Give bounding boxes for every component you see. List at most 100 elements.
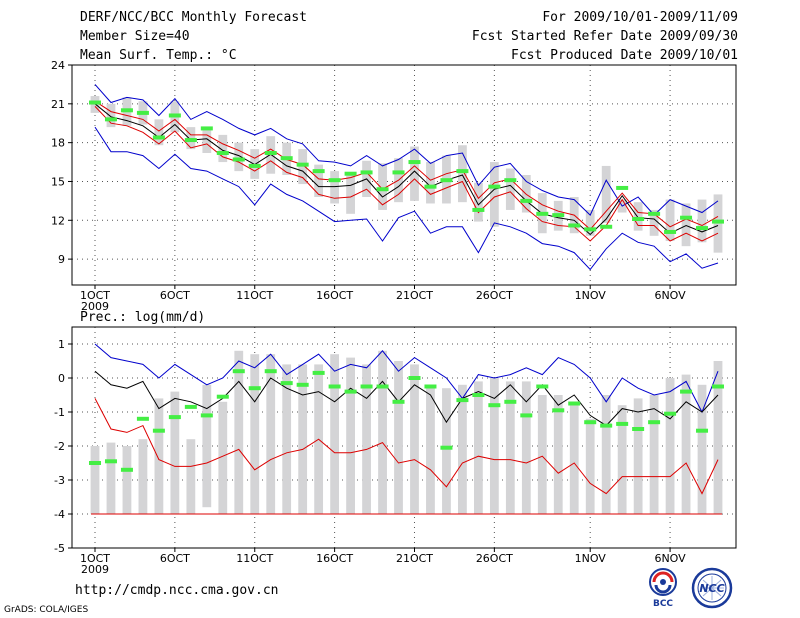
temperature-mean-line — [94, 106, 719, 242]
temperature-mean-line — [94, 103, 719, 236]
temperature-ytick-label: 9 — [58, 253, 65, 266]
temperature-spread-box — [426, 162, 435, 204]
temperature-median-marker — [312, 169, 325, 174]
precipitation-spread-box — [106, 442, 116, 514]
footer-url[interactable]: http://cmdp.ncc.cma.gov.cn — [75, 583, 279, 598]
temperature-median-marker — [456, 169, 469, 174]
temperature-median-marker — [440, 178, 453, 183]
bcc-logo-text: BCC — [653, 599, 673, 608]
temperature-median-marker — [360, 170, 373, 175]
precipitation-xtick-label: 1NOV — [575, 552, 607, 565]
precipitation-median-marker — [408, 376, 421, 380]
precipitation-median-marker — [89, 461, 101, 465]
precipitation-spread-box — [234, 350, 244, 514]
temperature-median-marker — [696, 226, 709, 231]
precipitation-spread-box — [697, 384, 707, 514]
temperature-median-marker — [712, 219, 724, 224]
temperature-median-marker — [408, 160, 421, 165]
temperature-spread-box — [601, 165, 611, 223]
temperature-spread-box — [458, 145, 467, 203]
temperature-median-marker — [520, 198, 533, 203]
temperature-spread-box — [314, 164, 324, 197]
precipitation-mean-line — [94, 370, 719, 427]
temperature-spread-box — [218, 134, 228, 163]
precipitation-median-marker — [568, 401, 581, 406]
precipitation-spread-box — [426, 384, 435, 514]
temperature-xtick-label: 6NOV — [654, 289, 686, 302]
fcst-produced-label: Fcst Produced Date 2009/10/01 — [511, 48, 738, 63]
precipitation-spread-box — [250, 354, 260, 514]
precipitation-panel-title: Prec.: log(mm/d) — [80, 310, 206, 325]
precipitation-spread-box — [330, 354, 340, 514]
temperature-median-marker — [632, 217, 645, 221]
precipitation-ytick-label: 0 — [58, 372, 65, 385]
precipitation-median-marker — [648, 420, 661, 425]
temperature-spread-box — [106, 103, 116, 128]
temperature-median-marker — [152, 135, 165, 140]
precipitation-year-label: 2009 — [81, 563, 109, 576]
precipitation-spread-box — [90, 446, 100, 514]
precipitation-median-marker — [616, 421, 629, 426]
precipitation-spread-box — [521, 381, 531, 514]
temperature-spread-box — [633, 202, 643, 231]
temperature-xtick-label: 11OCT — [236, 289, 273, 302]
precipitation-median-marker — [360, 384, 373, 389]
precipitation-median-marker — [584, 420, 597, 425]
precipitation-median-marker — [536, 384, 549, 389]
precipitation-median-marker — [440, 445, 453, 450]
header-left: DERF/NCC/BCC Monthly Forecast Member Siz… — [80, 10, 307, 67]
precipitation-ytick-label: -4 — [54, 508, 65, 521]
precipitation-spread-box — [362, 364, 371, 514]
precipitation-ytick-label: -1 — [54, 406, 65, 419]
temperature-spread-box — [202, 127, 212, 153]
precipitation-median-marker — [232, 369, 245, 374]
precipitation-spread-box — [442, 388, 451, 514]
precipitation-xtick-label: 21OCT — [396, 552, 433, 565]
temperature-median-marker — [136, 110, 149, 115]
precipitation-ytick-label: -3 — [54, 474, 65, 487]
temperature-panel-title: Mean Surf. Temp.: °C — [80, 48, 237, 63]
temperature-median-marker — [248, 163, 261, 168]
precipitation-median-marker — [200, 413, 213, 418]
temperature-ytick-label: 18 — [51, 137, 65, 150]
temperature-ytick-label: 24 — [51, 59, 65, 72]
temperature-median-marker — [424, 184, 437, 189]
precipitation-ytick-label: 1 — [58, 338, 65, 351]
precipitation-median-marker — [712, 384, 724, 389]
temperature-xtick-label: 6OCT — [160, 289, 190, 302]
temperature-spread-box — [505, 168, 515, 210]
precipitation-median-marker — [168, 415, 181, 420]
precipitation-spread-box — [186, 439, 196, 514]
precipitation-spread-box — [266, 354, 276, 514]
precipitation-spread-box — [298, 364, 308, 514]
temperature-median-marker — [344, 171, 357, 176]
temperature-median-marker — [264, 151, 277, 155]
temperature-median-marker — [616, 185, 629, 190]
ncc-logo: NCC — [688, 566, 736, 614]
precipitation-spread-box — [154, 398, 164, 514]
precipitation-median-marker — [632, 427, 645, 431]
member-size-label: Member Size=40 — [80, 29, 190, 44]
temperature-mean-line — [94, 100, 719, 231]
precipitation-median-marker — [520, 413, 533, 418]
ncc-logo-text: NCC — [699, 582, 724, 595]
precipitation-median-marker — [424, 384, 437, 389]
precipitation-spread-box — [601, 395, 611, 514]
temperature-spread-box — [473, 182, 483, 222]
precipitation-median-marker — [504, 399, 517, 404]
temperature-median-marker — [648, 211, 661, 216]
temperature-spread-box — [346, 175, 355, 214]
temperature-median-marker — [168, 113, 181, 118]
temperature-median-marker — [184, 138, 197, 143]
temperature-spread-box — [154, 119, 164, 146]
temperature-median-marker — [376, 187, 389, 192]
precipitation-median-marker — [472, 393, 485, 397]
precipitation-spread-box — [633, 398, 643, 514]
precipitation-xtick-label: 1OCT — [80, 552, 110, 565]
precipitation-spread-box — [138, 439, 148, 514]
precipitation-median-marker — [376, 384, 389, 389]
precipitation-median-marker — [392, 399, 405, 404]
temperature-spread-box — [585, 209, 595, 236]
precipitation-spread-box — [202, 384, 212, 508]
fcst-started-label: Fcst Started Refer Date 2009/09/30 — [471, 29, 738, 44]
